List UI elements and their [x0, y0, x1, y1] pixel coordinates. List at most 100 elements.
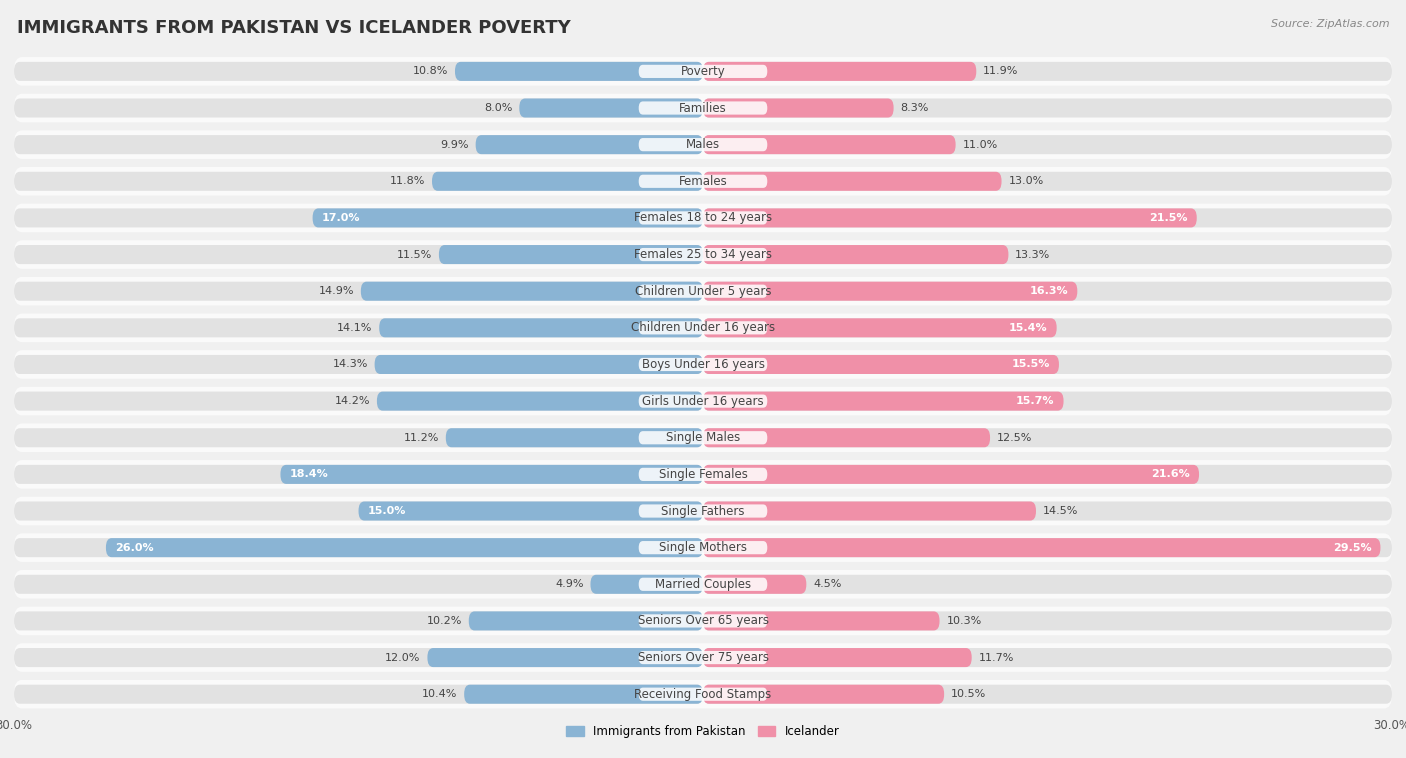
FancyBboxPatch shape [703, 538, 1381, 557]
FancyBboxPatch shape [703, 318, 1392, 337]
Text: 14.2%: 14.2% [335, 396, 370, 406]
FancyBboxPatch shape [638, 394, 768, 408]
Text: 15.5%: 15.5% [1011, 359, 1050, 369]
FancyBboxPatch shape [14, 644, 1392, 672]
Text: Females: Females [679, 175, 727, 188]
FancyBboxPatch shape [703, 612, 939, 631]
FancyBboxPatch shape [638, 614, 768, 628]
Text: 11.8%: 11.8% [389, 177, 425, 186]
Text: 12.0%: 12.0% [385, 653, 420, 662]
FancyBboxPatch shape [14, 496, 1392, 525]
FancyBboxPatch shape [703, 172, 1392, 191]
FancyBboxPatch shape [703, 99, 894, 117]
FancyBboxPatch shape [14, 575, 703, 594]
FancyBboxPatch shape [14, 318, 703, 337]
FancyBboxPatch shape [14, 534, 1392, 562]
Text: 17.0%: 17.0% [322, 213, 360, 223]
FancyBboxPatch shape [439, 245, 703, 264]
Text: Families: Families [679, 102, 727, 114]
FancyBboxPatch shape [703, 245, 1392, 264]
FancyBboxPatch shape [14, 277, 1392, 305]
Text: Single Males: Single Males [666, 431, 740, 444]
FancyBboxPatch shape [703, 318, 1057, 337]
FancyBboxPatch shape [638, 284, 768, 298]
FancyBboxPatch shape [14, 424, 1392, 452]
FancyBboxPatch shape [374, 355, 703, 374]
Text: 14.1%: 14.1% [337, 323, 373, 333]
FancyBboxPatch shape [14, 208, 703, 227]
Text: 14.3%: 14.3% [332, 359, 368, 369]
FancyBboxPatch shape [638, 504, 768, 518]
FancyBboxPatch shape [703, 575, 1392, 594]
Text: 15.7%: 15.7% [1017, 396, 1054, 406]
FancyBboxPatch shape [638, 688, 768, 701]
Text: 10.3%: 10.3% [946, 616, 981, 626]
FancyBboxPatch shape [638, 64, 768, 78]
FancyBboxPatch shape [312, 208, 703, 227]
FancyBboxPatch shape [359, 502, 703, 521]
FancyBboxPatch shape [703, 502, 1392, 521]
Text: 13.3%: 13.3% [1015, 249, 1050, 259]
Text: Married Couples: Married Couples [655, 578, 751, 590]
FancyBboxPatch shape [703, 684, 1392, 703]
FancyBboxPatch shape [703, 99, 1392, 117]
FancyBboxPatch shape [703, 355, 1059, 374]
FancyBboxPatch shape [703, 245, 1008, 264]
Text: 14.9%: 14.9% [318, 287, 354, 296]
FancyBboxPatch shape [703, 208, 1197, 227]
FancyBboxPatch shape [703, 465, 1392, 484]
FancyBboxPatch shape [703, 538, 1392, 557]
FancyBboxPatch shape [14, 94, 1392, 122]
FancyBboxPatch shape [14, 465, 703, 484]
Text: 10.2%: 10.2% [426, 616, 461, 626]
Text: 8.3%: 8.3% [900, 103, 929, 113]
FancyBboxPatch shape [703, 62, 976, 81]
FancyBboxPatch shape [638, 321, 768, 334]
FancyBboxPatch shape [14, 62, 703, 81]
Text: Single Fathers: Single Fathers [661, 505, 745, 518]
Text: Single Mothers: Single Mothers [659, 541, 747, 554]
FancyBboxPatch shape [446, 428, 703, 447]
FancyBboxPatch shape [14, 570, 1392, 599]
Text: 9.9%: 9.9% [440, 139, 468, 149]
FancyBboxPatch shape [703, 428, 1392, 447]
FancyBboxPatch shape [703, 684, 945, 703]
Text: Poverty: Poverty [681, 65, 725, 78]
Text: Boys Under 16 years: Boys Under 16 years [641, 358, 765, 371]
Text: Source: ZipAtlas.com: Source: ZipAtlas.com [1271, 19, 1389, 29]
FancyBboxPatch shape [703, 648, 972, 667]
FancyBboxPatch shape [14, 538, 703, 557]
FancyBboxPatch shape [638, 651, 768, 664]
FancyBboxPatch shape [638, 468, 768, 481]
FancyBboxPatch shape [14, 684, 703, 703]
FancyBboxPatch shape [703, 172, 1001, 191]
Text: 18.4%: 18.4% [290, 469, 329, 479]
FancyBboxPatch shape [14, 167, 1392, 196]
Text: Girls Under 16 years: Girls Under 16 years [643, 395, 763, 408]
Text: 14.5%: 14.5% [1043, 506, 1078, 516]
Text: Females 18 to 24 years: Females 18 to 24 years [634, 211, 772, 224]
Text: 11.0%: 11.0% [963, 139, 998, 149]
FancyBboxPatch shape [14, 245, 703, 264]
FancyBboxPatch shape [380, 318, 703, 337]
Text: IMMIGRANTS FROM PAKISTAN VS ICELANDER POVERTY: IMMIGRANTS FROM PAKISTAN VS ICELANDER PO… [17, 19, 571, 37]
FancyBboxPatch shape [456, 62, 703, 81]
FancyBboxPatch shape [14, 460, 1392, 489]
FancyBboxPatch shape [703, 428, 990, 447]
Text: 11.2%: 11.2% [404, 433, 439, 443]
Text: 29.5%: 29.5% [1333, 543, 1371, 553]
FancyBboxPatch shape [519, 99, 703, 117]
FancyBboxPatch shape [105, 538, 703, 557]
FancyBboxPatch shape [703, 392, 1063, 411]
FancyBboxPatch shape [14, 387, 1392, 415]
Text: 11.9%: 11.9% [983, 67, 1018, 77]
FancyBboxPatch shape [591, 575, 703, 594]
FancyBboxPatch shape [703, 575, 807, 594]
Text: Children Under 5 years: Children Under 5 years [634, 285, 772, 298]
FancyBboxPatch shape [14, 57, 1392, 86]
Text: Children Under 16 years: Children Under 16 years [631, 321, 775, 334]
Text: Seniors Over 75 years: Seniors Over 75 years [637, 651, 769, 664]
FancyBboxPatch shape [377, 392, 703, 411]
FancyBboxPatch shape [703, 392, 1392, 411]
FancyBboxPatch shape [14, 314, 1392, 342]
